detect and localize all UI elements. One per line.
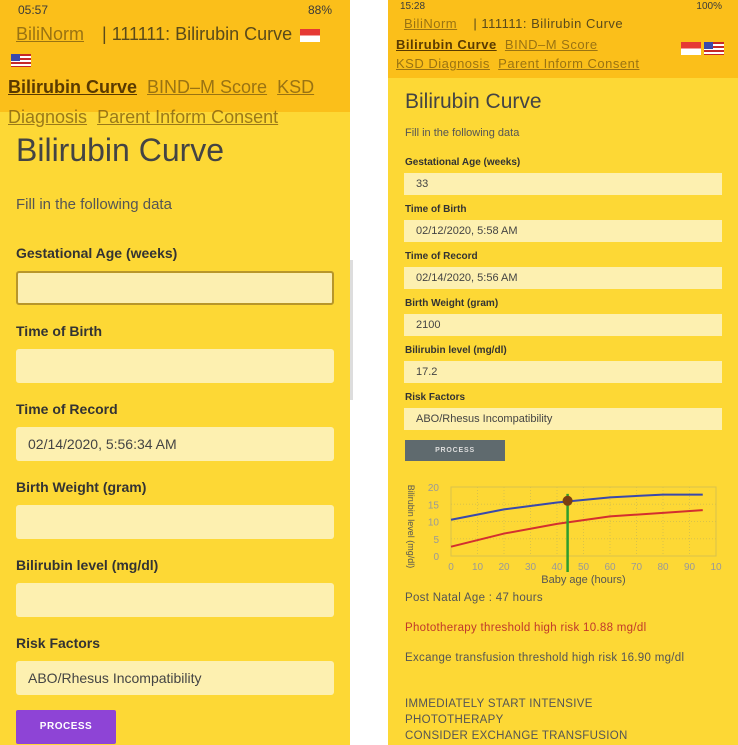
- field-label: Bilirubin level (mg/dl): [16, 557, 159, 573]
- status-time: 15:28: [400, 1, 426, 12]
- bilirubin-level-input[interactable]: [16, 583, 334, 617]
- field-label: Time of Record: [16, 401, 118, 417]
- y-tick-label: 0: [433, 552, 439, 563]
- separator: [350, 0, 388, 745]
- tab-bilirubin-curve[interactable]: Bilirubin Curve: [396, 37, 497, 52]
- indonesia-flag-icon[interactable]: [300, 28, 321, 42]
- app-link[interactable]: BiliNorm: [404, 16, 458, 31]
- x-tick-label: 90: [684, 562, 696, 573]
- process-button[interactable]: PROCESS: [16, 710, 116, 744]
- page-heading: 111111: Bilirubin Curve: [481, 16, 624, 31]
- left-phone-screen: 05:57 88% BiliNorm | 111111: Bilirubin Cu…: [0, 0, 350, 745]
- field-label: Birth Weight (gram): [405, 298, 499, 309]
- post-natal-age: Post Natal Age : 47 hours: [405, 592, 543, 604]
- field-label: Gestational Age (weeks): [16, 245, 178, 261]
- x-tick-label: 10: [710, 562, 722, 573]
- exchange-threshold: Excange transfusion threshold high risk …: [405, 652, 685, 664]
- tab-bind-m-score[interactable]: BIND–M Score: [504, 37, 598, 52]
- page-heading: 111111: Bilirubin Curve: [111, 24, 293, 44]
- field-label: Time of Birth: [405, 204, 467, 215]
- risk-factors-select[interactable]: ABO/Rhesus Incompatibility: [404, 408, 722, 430]
- gestational-age-input[interactable]: [16, 271, 334, 305]
- battery-level: 100%: [696, 1, 722, 12]
- advice-line: IMMEDIATELY START INTENSIVE: [405, 698, 593, 710]
- x-tick-label: 40: [551, 562, 563, 573]
- y-tick-label: 20: [428, 483, 440, 494]
- tab-ksd[interactable]: KSD: [277, 77, 315, 97]
- tab-parent-inform-consent[interactable]: Parent Inform Consent: [97, 107, 279, 127]
- advice-line: CONSIDER EXCHANGE TRANSFUSION: [405, 730, 628, 742]
- x-axis-label: Baby age (hours): [541, 574, 625, 586]
- us-flag-icon[interactable]: [11, 53, 31, 67]
- battery-level: 88%: [307, 3, 332, 17]
- right-phone-screen: 15:28 100% BiliNorm | 111111: Bilirubin C…: [388, 0, 738, 745]
- tab-parent-inform-consent[interactable]: Parent Inform Consent: [498, 56, 640, 71]
- tab-bind-m-score[interactable]: BIND–M Score: [147, 77, 268, 97]
- tab-bilirubin-curve[interactable]: Bilirubin Curve: [8, 77, 138, 97]
- x-tick-label: 30: [525, 562, 537, 573]
- form-title: Bilirubin Curve: [16, 132, 225, 168]
- field-label: Bilirubin level (mg/dl): [405, 345, 507, 356]
- nav-tabs: Bilirubin Curve BIND–M Score KSD Diagnos…: [0, 72, 350, 132]
- time-of-record-input[interactable]: 02/14/2020, 5:56 AM: [404, 267, 722, 289]
- field-label: Time of Birth: [16, 323, 103, 339]
- exchange-line: [450, 493, 703, 521]
- x-tick-label: 0: [448, 562, 454, 573]
- x-tick-label: 50: [578, 562, 590, 573]
- advice-line: PHOTOTHERAPY: [405, 714, 504, 726]
- x-tick-label: 20: [498, 562, 510, 573]
- phototherapy-threshold: Phototherapy threshold high risk 10.88 m…: [405, 622, 647, 634]
- status-bar: 05:57 88%: [0, 0, 350, 17]
- status-time: 05:57: [18, 3, 49, 17]
- time-of-record-input[interactable]: 02/14/2020, 5:56:34 AM: [16, 427, 334, 461]
- app-header: 15:28 100% BiliNorm | 111111: Bilirubin C…: [388, 0, 738, 78]
- x-tick-label: 80: [657, 562, 669, 573]
- time-of-birth-input[interactable]: 02/12/2020, 5:58 AM: [404, 220, 722, 242]
- time-of-birth-input[interactable]: [16, 349, 334, 383]
- field-label: Time of Record: [405, 251, 478, 262]
- app-header: 05:57 88% BiliNorm | 111111: Bilirubin Cu…: [0, 0, 350, 127]
- x-tick-label: 60: [604, 562, 616, 573]
- x-tick-label: 10: [472, 562, 484, 573]
- y-tick-label: 10: [428, 518, 440, 529]
- indonesia-flag-icon[interactable]: [681, 42, 701, 56]
- process-button[interactable]: PROCESS: [405, 440, 505, 461]
- form-subtitle: Fill in the following data: [405, 127, 520, 139]
- phototherapy-line: [450, 509, 703, 548]
- field-label: Risk Factors: [405, 392, 466, 403]
- y-tick-label: 15: [428, 500, 440, 511]
- birth-weight-input[interactable]: [16, 505, 334, 539]
- risk-factors-select[interactable]: ABO/Rhesus Incompatibility: [16, 661, 334, 695]
- field-label: Risk Factors: [16, 635, 101, 651]
- tab-ksd-diagnosis[interactable]: KSD Diagnosis: [396, 56, 490, 71]
- us-flag-icon[interactable]: [704, 42, 724, 56]
- field-label: Gestational Age (weeks): [405, 157, 521, 168]
- form-title: Bilirubin Curve: [405, 90, 542, 113]
- app-link[interactable]: BiliNorm: [16, 24, 85, 44]
- bilirubin-level-input[interactable]: 17.2: [404, 361, 722, 383]
- field-label: Birth Weight (gram): [16, 479, 147, 495]
- birth-weight-input[interactable]: 2100: [404, 314, 722, 336]
- tab-diagnosis[interactable]: Diagnosis: [8, 107, 88, 127]
- y-axis-label: Bilirubin level (mg/dl): [406, 485, 416, 569]
- x-tick-label: 70: [631, 562, 643, 573]
- form-subtitle: Fill in the following data: [16, 196, 172, 213]
- nav-tabs: Bilirubin Curve BIND–M Score KSD Diagnos…: [388, 35, 738, 73]
- y-tick-label: 5: [433, 535, 439, 546]
- bilirubin-point: [562, 495, 573, 506]
- status-bar: 15:28 100%: [388, 0, 738, 12]
- gestational-age-input[interactable]: 33: [404, 173, 722, 195]
